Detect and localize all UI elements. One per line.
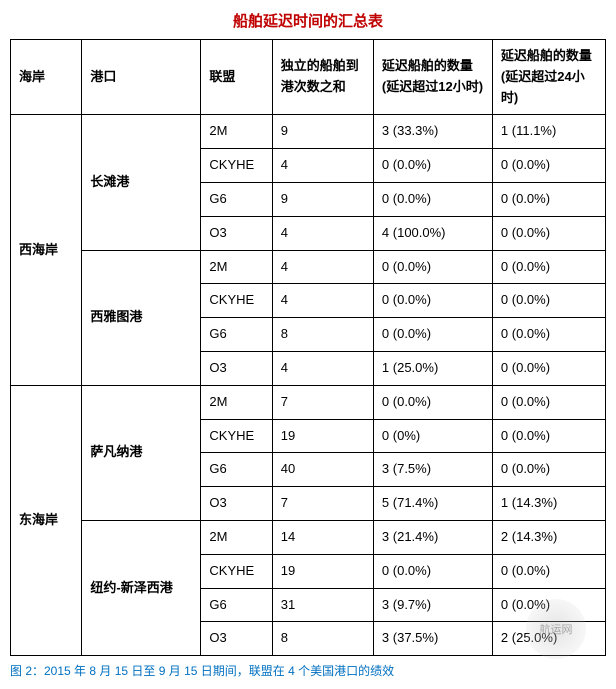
cell-delay12: 3 (37.5%) — [373, 622, 492, 656]
cell-alliance: G6 — [201, 453, 272, 487]
cell-delay24: 0 (0.0%) — [492, 182, 605, 216]
cell-delay24: 2 (25.0%) — [492, 622, 605, 656]
table-row: 西雅图港2M40 (0.0%)0 (0.0%) — [11, 250, 606, 284]
cell-delay12: 0 (0.0%) — [373, 284, 492, 318]
table-title: 船舶延迟时间的汇总表 — [10, 10, 606, 31]
cell-arrivals: 14 — [272, 520, 373, 554]
cell-arrivals: 4 — [272, 216, 373, 250]
header-port: 港口 — [82, 40, 201, 115]
cell-delay12: 0 (0.0%) — [373, 385, 492, 419]
header-delay12: 延迟船舶的数量(延迟超过12小时) — [373, 40, 492, 115]
cell-delay12: 5 (71.4%) — [373, 487, 492, 521]
header-arrivals: 独立的船舶到港次数之和 — [272, 40, 373, 115]
cell-alliance: O3 — [201, 487, 272, 521]
header-delay24: 延迟船舶的数量(延迟超过24小时) — [492, 40, 605, 115]
cell-delay24: 0 (0.0%) — [492, 149, 605, 183]
cell-delay24: 0 (0.0%) — [492, 588, 605, 622]
cell-alliance: G6 — [201, 588, 272, 622]
table-row: 纽约-新泽西港2M143 (21.4%)2 (14.3%) — [11, 520, 606, 554]
cell-arrivals: 4 — [272, 284, 373, 318]
cell-delay12: 0 (0.0%) — [373, 182, 492, 216]
cell-arrivals: 19 — [272, 554, 373, 588]
cell-alliance: 2M — [201, 115, 272, 149]
cell-alliance: O3 — [201, 216, 272, 250]
cell-delay12: 3 (7.5%) — [373, 453, 492, 487]
cell-alliance: 2M — [201, 520, 272, 554]
table-header-row: 海岸 港口 联盟 独立的船舶到港次数之和 延迟船舶的数量(延迟超过12小时) 延… — [11, 40, 606, 115]
cell-coast: 东海岸 — [11, 385, 82, 655]
cell-arrivals: 7 — [272, 385, 373, 419]
cell-delay24: 0 (0.0%) — [492, 385, 605, 419]
cell-delay24: 1 (14.3%) — [492, 487, 605, 521]
cell-delay24: 0 (0.0%) — [492, 419, 605, 453]
cell-alliance: CKYHE — [201, 284, 272, 318]
cell-delay24: 0 (0.0%) — [492, 453, 605, 487]
cell-delay24: 0 (0.0%) — [492, 318, 605, 352]
cell-arrivals: 9 — [272, 182, 373, 216]
cell-arrivals: 8 — [272, 318, 373, 352]
cell-delay12: 4 (100.0%) — [373, 216, 492, 250]
delay-summary-table: 海岸 港口 联盟 独立的船舶到港次数之和 延迟船舶的数量(延迟超过12小时) 延… — [10, 39, 606, 656]
cell-alliance: CKYHE — [201, 149, 272, 183]
cell-coast: 西海岸 — [11, 115, 82, 385]
cell-arrivals: 8 — [272, 622, 373, 656]
cell-delay12: 1 (25.0%) — [373, 351, 492, 385]
cell-delay24: 0 (0.0%) — [492, 250, 605, 284]
cell-delay24: 1 (11.1%) — [492, 115, 605, 149]
cell-alliance: 2M — [201, 385, 272, 419]
cell-arrivals: 4 — [272, 250, 373, 284]
cell-port: 西雅图港 — [82, 250, 201, 385]
page-wrapper: 船舶延迟时间的汇总表 海岸 港口 联盟 独立的船舶到港次数之和 延迟船舶的数量(… — [10, 10, 606, 679]
cell-port: 纽约-新泽西港 — [82, 520, 201, 655]
cell-alliance: CKYHE — [201, 419, 272, 453]
cell-delay12: 0 (0%) — [373, 419, 492, 453]
cell-delay24: 0 (0.0%) — [492, 351, 605, 385]
cell-port: 萨凡纳港 — [82, 385, 201, 520]
cell-delay12: 0 (0.0%) — [373, 250, 492, 284]
cell-delay12: 0 (0.0%) — [373, 318, 492, 352]
cell-delay24: 0 (0.0%) — [492, 216, 605, 250]
cell-alliance: O3 — [201, 622, 272, 656]
cell-arrivals: 7 — [272, 487, 373, 521]
table-row: 东海岸萨凡纳港2M70 (0.0%)0 (0.0%) — [11, 385, 606, 419]
header-alliance: 联盟 — [201, 40, 272, 115]
cell-alliance: G6 — [201, 318, 272, 352]
cell-port: 长滩港 — [82, 115, 201, 250]
cell-alliance: 2M — [201, 250, 272, 284]
header-coast: 海岸 — [11, 40, 82, 115]
cell-alliance: O3 — [201, 351, 272, 385]
cell-arrivals: 9 — [272, 115, 373, 149]
cell-delay24: 2 (14.3%) — [492, 520, 605, 554]
cell-arrivals: 19 — [272, 419, 373, 453]
table-row: 西海岸长滩港2M93 (33.3%)1 (11.1%) — [11, 115, 606, 149]
cell-arrivals: 4 — [272, 351, 373, 385]
cell-delay12: 0 (0.0%) — [373, 149, 492, 183]
cell-arrivals: 31 — [272, 588, 373, 622]
cell-arrivals: 40 — [272, 453, 373, 487]
cell-alliance: CKYHE — [201, 554, 272, 588]
cell-delay12: 3 (9.7%) — [373, 588, 492, 622]
cell-delay24: 0 (0.0%) — [492, 554, 605, 588]
cell-delay12: 3 (21.4%) — [373, 520, 492, 554]
figure-caption: 图 2：2015 年 8 月 15 日至 9 月 15 日期间，联盟在 4 个美… — [10, 662, 606, 679]
cell-arrivals: 4 — [272, 149, 373, 183]
table-body: 西海岸长滩港2M93 (33.3%)1 (11.1%)CKYHE40 (0.0%… — [11, 115, 606, 656]
cell-alliance: G6 — [201, 182, 272, 216]
cell-delay12: 3 (33.3%) — [373, 115, 492, 149]
cell-delay12: 0 (0.0%) — [373, 554, 492, 588]
cell-delay24: 0 (0.0%) — [492, 284, 605, 318]
